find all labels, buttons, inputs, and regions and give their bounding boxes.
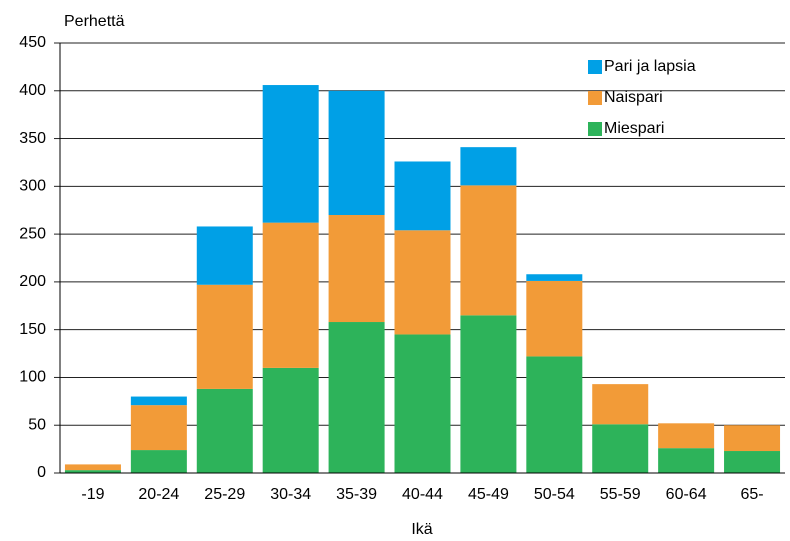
x-tick-label: 30-34 bbox=[270, 486, 311, 503]
bar-segment bbox=[130, 405, 187, 451]
bar-segment bbox=[658, 423, 715, 449]
bar-segment bbox=[130, 450, 187, 473]
bar-segment bbox=[526, 274, 583, 281]
legend-swatch bbox=[588, 60, 602, 74]
legend-swatch bbox=[588, 91, 602, 105]
bar-segment bbox=[328, 90, 385, 215]
x-tick-label: 45-49 bbox=[468, 486, 509, 503]
y-tick-label: 100 bbox=[19, 369, 46, 386]
x-tick-label: 55-59 bbox=[600, 486, 641, 503]
bar-segment bbox=[64, 470, 121, 473]
bar-segment bbox=[724, 451, 781, 473]
bar-segment bbox=[130, 396, 187, 406]
y-tick-label: 350 bbox=[19, 130, 46, 147]
bar-segment bbox=[262, 367, 319, 473]
bar-segment bbox=[64, 464, 121, 471]
legend-label: Pari ja lapsia bbox=[604, 58, 696, 75]
x-tick-label: 25-29 bbox=[204, 486, 245, 503]
bar-segment bbox=[526, 280, 583, 357]
y-tick-label: 250 bbox=[19, 225, 46, 242]
x-tick-label: 50-54 bbox=[534, 486, 575, 503]
legend-label: Miespari bbox=[604, 120, 664, 137]
y-tick-label: 200 bbox=[19, 273, 46, 290]
bar-segment bbox=[328, 322, 385, 473]
bar-segment bbox=[658, 448, 715, 473]
y-axis-label: Perhettä bbox=[64, 13, 125, 30]
x-tick-label: -19 bbox=[81, 486, 104, 503]
legend-label: Naispari bbox=[604, 89, 663, 106]
x-tick-label: 65- bbox=[740, 486, 763, 503]
bar-segment bbox=[394, 334, 451, 473]
bar-segment bbox=[394, 161, 451, 231]
bar-segment bbox=[262, 85, 319, 223]
x-tick-label: 35-39 bbox=[336, 486, 377, 503]
y-tick-label: 0 bbox=[37, 464, 46, 481]
x-tick-label: 20-24 bbox=[138, 486, 179, 503]
bar-segment bbox=[262, 222, 319, 368]
bar-segment bbox=[460, 185, 517, 316]
bar-segment bbox=[526, 356, 583, 473]
x-axis-label: Ikä bbox=[411, 521, 432, 538]
bar-segment bbox=[196, 284, 253, 389]
bar-segment bbox=[196, 388, 253, 473]
bar-segment bbox=[460, 315, 517, 473]
bar-segment bbox=[592, 424, 649, 473]
y-tick-label: 50 bbox=[28, 416, 46, 433]
y-tick-label: 450 bbox=[19, 34, 46, 51]
x-tick-label: 60-64 bbox=[666, 486, 707, 503]
legend-swatch bbox=[588, 122, 602, 136]
y-tick-label: 300 bbox=[19, 178, 46, 195]
bar-segment bbox=[328, 215, 385, 323]
x-tick-label: 40-44 bbox=[402, 486, 443, 503]
bar-segment bbox=[394, 230, 451, 335]
y-tick-label: 400 bbox=[19, 82, 46, 99]
bar-segment bbox=[196, 226, 253, 285]
bar-segment bbox=[460, 147, 517, 186]
bar-segment bbox=[724, 425, 781, 452]
bar-segment bbox=[592, 384, 649, 425]
y-tick-label: 150 bbox=[19, 321, 46, 338]
